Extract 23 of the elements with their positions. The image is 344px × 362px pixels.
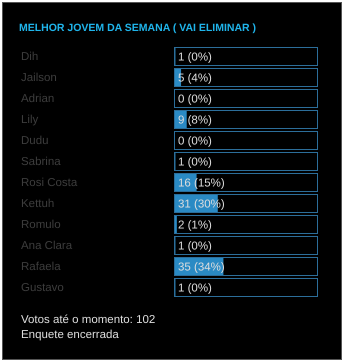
chart-title: MELHOR JOVEM DA SEMANA ( VAI ELIMINAR ) <box>19 22 256 34</box>
data-label: 1 (0%) <box>178 240 212 252</box>
data-label: 0 (0%) <box>178 136 212 148</box>
y-tick-label: Jailson <box>21 72 57 84</box>
y-tick-label: Kettuh <box>21 198 54 210</box>
y-tick-label: Rosi Costa <box>21 177 78 189</box>
y-tick-label: Adrian <box>21 93 54 105</box>
data-label: 0 (0%) <box>178 94 212 106</box>
y-tick-label: Gustavo <box>21 282 64 294</box>
data-label: 1 (0%) <box>178 156 212 168</box>
data-label: 1 (0%) <box>178 282 212 294</box>
text: Enquete encerrada <box>21 329 120 341</box>
data-label: 1 (0%) <box>178 52 212 64</box>
data-label: 9 (8%) <box>178 114 212 126</box>
y-tick-label: Dudu <box>21 135 48 147</box>
y-tick-label: Lily <box>21 114 39 126</box>
y-tick-label: Sabrina <box>21 156 62 168</box>
y-tick-label: Rafaela <box>21 261 62 273</box>
data-label: 2 (1%) <box>178 220 212 232</box>
y-tick-label: Romulo <box>21 219 61 231</box>
text: Votos até o momento: 102 <box>21 314 156 326</box>
y-tick-label: Dih <box>21 51 38 63</box>
y-tick-label: Ana Clara <box>21 240 73 252</box>
